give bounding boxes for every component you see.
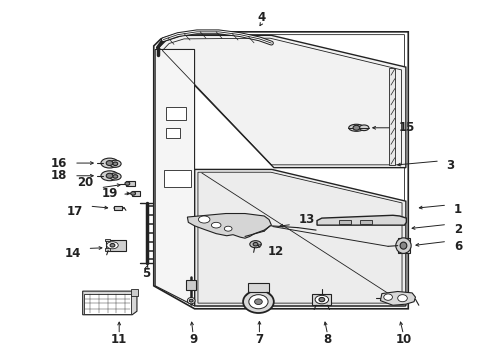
Ellipse shape [353,125,360,130]
Ellipse shape [110,160,121,167]
Text: 20: 20 [77,176,94,189]
Ellipse shape [113,162,118,166]
Polygon shape [154,32,408,309]
Text: 10: 10 [395,333,412,346]
Ellipse shape [319,297,325,302]
Ellipse shape [243,291,274,313]
Bar [360,220,372,224]
Ellipse shape [400,242,407,249]
Bar [186,280,196,290]
Bar [164,170,191,187]
Bar [131,289,138,296]
Polygon shape [83,291,137,315]
Ellipse shape [250,241,261,248]
Bar [84,294,131,314]
Polygon shape [317,215,406,225]
Polygon shape [380,292,416,305]
Ellipse shape [398,294,407,302]
Polygon shape [159,35,406,168]
Bar [248,283,269,292]
Polygon shape [187,213,271,238]
Text: 19: 19 [101,187,118,200]
Polygon shape [195,170,406,306]
Ellipse shape [255,299,262,305]
Text: 18: 18 [51,169,67,182]
Text: 3: 3 [447,159,455,172]
Ellipse shape [396,238,411,253]
Text: 2: 2 [454,223,462,236]
Ellipse shape [349,124,364,131]
Ellipse shape [384,294,392,300]
Text: 12: 12 [268,245,284,258]
Text: 5: 5 [143,267,151,280]
Text: 11: 11 [111,333,127,346]
Ellipse shape [125,182,130,185]
Ellipse shape [131,192,136,195]
Ellipse shape [211,222,221,228]
Ellipse shape [113,175,118,178]
Text: 13: 13 [299,213,315,226]
Text: 15: 15 [399,121,415,134]
Bar [126,181,135,186]
Text: 8: 8 [323,333,332,346]
Text: 1: 1 [454,203,462,216]
Bar [106,240,126,251]
Text: 17: 17 [67,204,83,217]
Ellipse shape [189,299,193,302]
Bar [105,239,110,242]
Bar [132,191,140,196]
Ellipse shape [106,173,113,178]
Ellipse shape [224,226,232,231]
Ellipse shape [107,242,118,249]
Ellipse shape [110,243,115,247]
Bar [389,68,395,165]
Ellipse shape [359,125,369,131]
Ellipse shape [187,297,195,304]
Text: 6: 6 [454,240,462,253]
Bar [339,220,351,224]
Bar [398,238,410,253]
Bar [105,248,110,251]
Text: 14: 14 [64,247,81,260]
Text: 16: 16 [51,157,67,170]
Ellipse shape [101,171,118,181]
Ellipse shape [249,294,268,309]
Polygon shape [155,49,195,306]
Ellipse shape [198,216,210,223]
Ellipse shape [106,161,113,166]
Bar [114,206,122,210]
Ellipse shape [110,173,121,180]
Ellipse shape [101,158,118,168]
Ellipse shape [253,242,258,246]
Text: 4: 4 [258,11,266,24]
Bar [166,107,186,120]
Bar [166,129,180,138]
Text: 9: 9 [189,333,197,346]
Text: 7: 7 [255,333,264,346]
Bar [312,294,331,305]
Ellipse shape [315,295,329,304]
